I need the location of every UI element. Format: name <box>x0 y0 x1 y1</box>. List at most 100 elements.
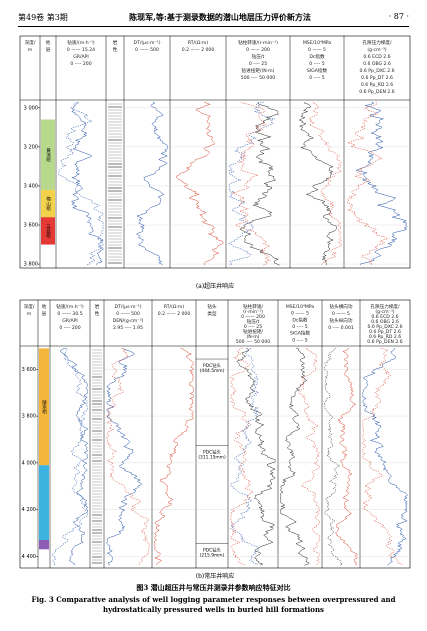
log-curve <box>135 101 168 266</box>
track-header: 0.2 —— 2 000 <box>182 47 215 53</box>
bit-label: PDC钻头(311.15mm) <box>198 448 226 460</box>
track-header: DT/(μs·m⁻¹) <box>134 40 161 46</box>
track-header: (g·cm⁻³) <box>367 47 386 53</box>
track-header: 钻柱转速/ <box>243 303 263 310</box>
track-header: 钻头纵向功 <box>330 317 353 324</box>
formation <box>39 539 49 550</box>
track-header: 0 ---- 0.001 <box>328 325 354 331</box>
track-header: SIGA指数 <box>290 330 311 337</box>
depth-tick-label: 4 000 <box>22 460 36 466</box>
track-header: 2.95 ---- 1.95 <box>113 325 143 331</box>
header-rule <box>18 26 409 27</box>
log-curve <box>298 347 320 566</box>
formation-label: 梅山组 <box>46 196 51 211</box>
track-header: (g·cm⁻³) <box>375 309 394 315</box>
track-header: 0.6 Pp_DT 2.6 <box>369 329 401 335</box>
track-header: 0 ---- 5 <box>292 324 307 330</box>
track-header: m <box>27 312 32 317</box>
formation <box>41 189 55 218</box>
track-header: 钻头横向功 <box>330 303 353 310</box>
track-header: 深度/ <box>24 303 35 310</box>
log-curve <box>346 101 389 266</box>
track-header: 0.6 OBG 2.6 <box>363 61 391 67</box>
log-curve <box>298 101 337 266</box>
track-header: 0 —— 200 <box>246 47 270 53</box>
depth-tick-label: 3 400 <box>24 183 38 189</box>
track-header: 0.6 Pp_DXC 2.6 <box>359 68 394 74</box>
log-curve <box>231 101 272 266</box>
log-curve <box>362 347 404 566</box>
track-header: 钻柱转速/(r·min⁻¹) <box>238 39 278 46</box>
track-header: 0 —— 5 <box>291 311 309 317</box>
log-curve <box>334 347 358 566</box>
log-curve <box>324 347 344 566</box>
subcaption: (a)超压井响应 <box>196 282 234 290</box>
formation <box>39 465 49 540</box>
log-curve <box>154 347 194 566</box>
track-header: 类型 <box>207 310 217 317</box>
track-header: 0.6 Pp_RD 2.6 <box>369 334 401 340</box>
track-header: 0 ---- 25 <box>244 324 262 330</box>
caption-en: Fig. 3 Comparative analysis of well logg… <box>31 595 396 614</box>
log-curve <box>239 101 280 266</box>
journal-issue: 第49卷 第3期 <box>18 13 68 22</box>
track-header: 0.6 Pp_DEN 2.6 <box>367 339 402 345</box>
track-header: 0 —— 500 <box>116 311 140 317</box>
track-header: m <box>28 48 33 53</box>
track-header: 0 ---- 5 <box>309 61 324 67</box>
track-header: 0 —— 15.24 <box>67 47 95 53</box>
track-header: RT/(Ω·m) <box>164 304 184 310</box>
log-curve <box>308 101 342 266</box>
track-header: 性 <box>113 46 118 53</box>
track-header: 0.2 —— 2 000 <box>158 311 191 317</box>
track-header: 0 ---- 200 <box>70 61 91 67</box>
track-header: 0.6 Pp_DXC 2.6 <box>367 324 402 330</box>
track-header: 0 ---- 200 <box>59 325 80 331</box>
subcaption: (b)常压井响应 <box>196 572 235 580</box>
track-header: 层 <box>46 47 51 53</box>
track-header: 性 <box>95 310 100 317</box>
track-header: 0.6 Pp_DEN 2.6 <box>359 89 394 95</box>
track-header: 0 ---- 5 <box>292 337 307 343</box>
track-header: 0.6 Pp_DT 2.6 <box>361 75 393 81</box>
track-header: 孔隙压力梯度/ <box>370 303 400 310</box>
track-header: 0 ---- 25 <box>249 61 267 67</box>
track-header: 钻压/t <box>252 53 265 60</box>
formation <box>41 119 55 190</box>
track-header: 0.6 ECD 2.6 <box>363 54 390 60</box>
log-curve <box>230 347 260 566</box>
track-header: 0.6 Pp_RD 2.6 <box>361 82 393 88</box>
track-header: 0 —— 5 <box>308 47 326 53</box>
track-header: 岩 <box>113 39 118 46</box>
running-title: 陈现军,等:基于测录数据的潜山地层压力评价新方法 <box>129 12 311 22</box>
formation <box>41 217 55 245</box>
track-header: 地 <box>46 39 51 46</box>
track-header: RT/(Ω·m) <box>188 40 208 46</box>
track-header: MSE/10⁴MPa <box>286 304 315 310</box>
figure-frame <box>19 35 411 269</box>
log-curve <box>106 347 142 566</box>
track-header: 0 ---- 5 <box>309 75 324 81</box>
track-header: (N·m) <box>247 334 260 340</box>
track-header: 钻速/(m·h⁻¹) <box>67 39 95 46</box>
track-header: 500 ---- 50 000 <box>241 75 275 81</box>
track-header: 钻头 <box>207 303 217 310</box>
caption-cn: 图3 潜山超压井与常压井测录井参数响应特征对比 <box>136 583 291 592</box>
depth-tick-label: 4 400 <box>22 554 36 560</box>
depth-tick-label: 4 200 <box>22 507 36 513</box>
track-header: MSE/10⁴MPa <box>303 40 332 46</box>
formation-label: 陵水组 <box>42 399 47 414</box>
track-header: 0 —— 5 <box>332 311 350 317</box>
log-curve <box>228 101 276 266</box>
track-header: 0 —— 500 <box>135 47 159 53</box>
depth-tick-label: 3 000 <box>24 105 38 111</box>
track-header: Dc指数 <box>292 316 308 323</box>
track-header: 孔隙压力梯度/ <box>362 39 392 46</box>
track-header: GR/API <box>62 318 78 324</box>
track-header: 钻压/t <box>247 318 260 325</box>
figure-frame <box>19 299 411 569</box>
page-number: · 87 · <box>388 12 409 21</box>
track-header: DEN/(g·cm⁻³) <box>113 318 144 324</box>
